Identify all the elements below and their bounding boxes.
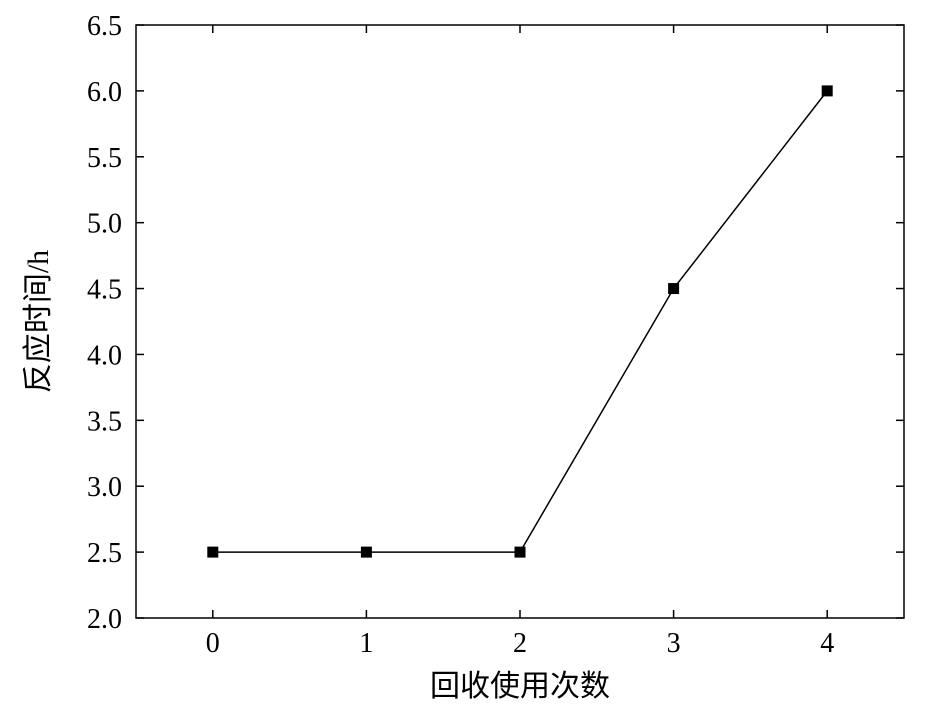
y-tick-label: 5.0 <box>87 209 122 240</box>
plot-frame <box>136 25 904 618</box>
y-axis-title: 反应时间/h <box>22 250 55 393</box>
line-chart: 0 1 2 3 4 2.0 2.5 3.0 3.5 4.0 4.5 5.0 5.5 6.0 6.5 回收使用次… <box>0 0 927 718</box>
y-tick-label: 4.0 <box>87 340 122 371</box>
x-tick-label: 0 <box>206 628 220 659</box>
y-tick-label: 2.5 <box>87 538 122 569</box>
y-tick-label: 2.0 <box>87 604 122 635</box>
y-tick-label: 6.0 <box>87 77 122 108</box>
x-tick-label: 1 <box>359 628 373 659</box>
y-tick-label: 6.5 <box>87 11 122 42</box>
x-axis-title: 回收使用次数 <box>430 670 610 703</box>
y-tick-label: 3.0 <box>87 472 122 503</box>
data-point <box>361 547 371 557</box>
data-point <box>669 284 679 294</box>
data-point <box>515 547 525 557</box>
series-line-reaction-time <box>213 91 827 552</box>
y-tick-label: 5.5 <box>87 143 122 174</box>
chart-container: 0 1 2 3 4 2.0 2.5 3.0 3.5 4.0 4.5 5.0 5.5 6.0 6.5 回收使用次… <box>0 0 927 718</box>
x-tick-label: 4 <box>820 628 834 659</box>
data-point <box>208 547 218 557</box>
y-tick-label: 3.5 <box>87 406 122 437</box>
x-tick-label: 3 <box>667 628 681 659</box>
x-tick-label: 2 <box>513 628 527 659</box>
y-tick-label: 4.5 <box>87 275 122 306</box>
data-point <box>822 86 832 96</box>
